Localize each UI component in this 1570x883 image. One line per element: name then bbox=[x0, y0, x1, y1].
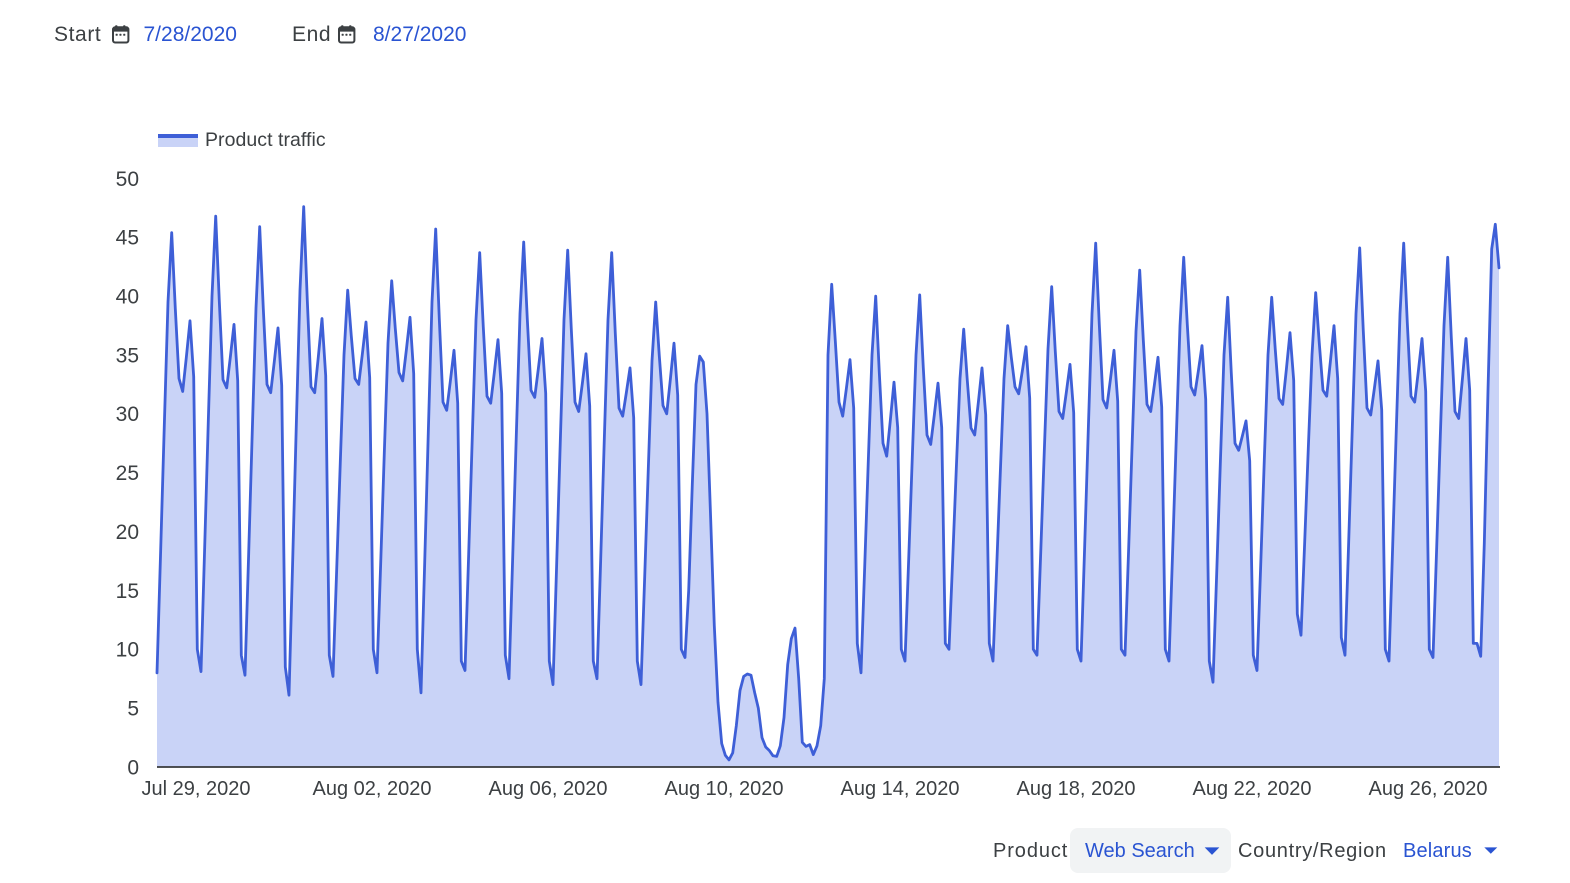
svg-text:Aug 06, 2020: Aug 06, 2020 bbox=[489, 778, 608, 800]
svg-text:35: 35 bbox=[116, 344, 139, 367]
svg-text:20: 20 bbox=[116, 521, 139, 544]
svg-text:Aug 26, 2020: Aug 26, 2020 bbox=[1369, 778, 1488, 800]
svg-text:50: 50 bbox=[116, 168, 139, 191]
svg-text:10: 10 bbox=[116, 639, 139, 662]
svg-text:Aug 10, 2020: Aug 10, 2020 bbox=[665, 778, 784, 800]
svg-text:0: 0 bbox=[127, 756, 139, 779]
svg-text:Aug 22, 2020: Aug 22, 2020 bbox=[1193, 778, 1312, 800]
svg-text:Aug 18, 2020: Aug 18, 2020 bbox=[1017, 778, 1136, 800]
svg-text:25: 25 bbox=[116, 462, 139, 485]
svg-text:30: 30 bbox=[116, 403, 139, 426]
svg-text:Jul 29, 2020: Jul 29, 2020 bbox=[142, 778, 251, 800]
svg-text:5: 5 bbox=[127, 698, 139, 721]
svg-text:Aug 02, 2020: Aug 02, 2020 bbox=[313, 778, 432, 800]
svg-text:15: 15 bbox=[116, 580, 139, 603]
svg-text:40: 40 bbox=[116, 286, 139, 309]
svg-text:45: 45 bbox=[116, 227, 139, 250]
svg-text:Aug 14, 2020: Aug 14, 2020 bbox=[841, 778, 960, 800]
